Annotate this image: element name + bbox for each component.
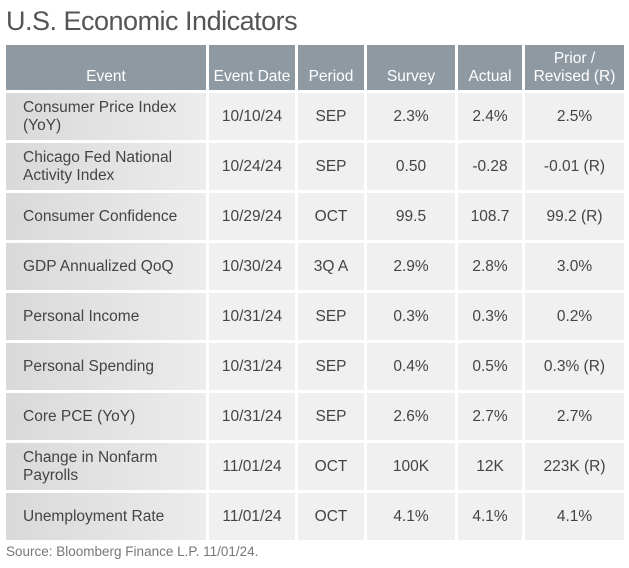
indicators-table: Event Event Date Period Survey Actual Prior /…: [6, 45, 624, 540]
cell-period: OCT: [298, 443, 364, 490]
cell-event: Consumer Confidence: [6, 193, 206, 240]
cell-event-date: 10/31/24: [209, 293, 295, 340]
cell-event: Unemployment Rate: [6, 493, 206, 540]
cell-prior-revised: -0.01 (R): [525, 143, 624, 190]
cell-survey: 4.1%: [367, 493, 455, 540]
cell-event: GDP Annualized QoQ: [6, 243, 206, 290]
page-title: U.S. Economic Indicators: [6, 6, 298, 36]
cell-prior-revised: 223K (R): [525, 443, 624, 490]
cell-survey: 0.3%: [367, 293, 455, 340]
cell-survey: 2.6%: [367, 393, 455, 440]
cell-actual: -0.28: [458, 143, 522, 190]
cell-actual: 0.5%: [458, 343, 522, 390]
cell-actual: 2.4%: [458, 93, 522, 140]
cell-survey: 100K: [367, 443, 455, 490]
cell-event-date: 10/29/24: [209, 193, 295, 240]
cell-prior-revised: 2.7%: [525, 393, 624, 440]
cell-period: SEP: [298, 93, 364, 140]
cell-event-date: 10/31/24: [209, 343, 295, 390]
cell-period: OCT: [298, 193, 364, 240]
cell-prior-revised: 99.2 (R): [525, 193, 624, 240]
header-prior-revised: Prior / Revised (R): [525, 45, 624, 90]
cell-event: Consumer Price Index (YoY): [6, 93, 206, 140]
cell-prior-revised: 0.2%: [525, 293, 624, 340]
header-survey: Survey: [367, 45, 455, 90]
cell-event-date: 11/01/24: [209, 443, 295, 490]
source-note: Source: Bloomberg Finance L.P. 11/01/24.: [6, 544, 259, 559]
cell-prior-revised: 0.3% (R): [525, 343, 624, 390]
cell-event-date: 10/31/24: [209, 393, 295, 440]
header-period: Period: [298, 45, 364, 90]
cell-event: Core PCE (YoY): [6, 393, 206, 440]
cell-prior-revised: 3.0%: [525, 243, 624, 290]
cell-actual: 2.7%: [458, 393, 522, 440]
cell-event-date: 10/30/24: [209, 243, 295, 290]
cell-actual: 108.7: [458, 193, 522, 240]
cell-period: SEP: [298, 143, 364, 190]
cell-period: SEP: [298, 293, 364, 340]
cell-event: Chicago Fed National Activity Index: [6, 143, 206, 190]
cell-survey: 0.4%: [367, 343, 455, 390]
cell-period: 3Q A: [298, 243, 364, 290]
cell-survey: 99.5: [367, 193, 455, 240]
header-event-date: Event Date: [209, 45, 295, 90]
cell-period: SEP: [298, 393, 364, 440]
cell-actual: 4.1%: [458, 493, 522, 540]
cell-event-date: 10/10/24: [209, 93, 295, 140]
cell-event-date: 10/24/24: [209, 143, 295, 190]
cell-survey: 2.9%: [367, 243, 455, 290]
cell-event: Personal Spending: [6, 343, 206, 390]
header-actual: Actual: [458, 45, 522, 90]
cell-period: OCT: [298, 493, 364, 540]
cell-period: SEP: [298, 343, 364, 390]
cell-actual: 2.8%: [458, 243, 522, 290]
cell-event-date: 11/01/24: [209, 493, 295, 540]
cell-survey: 2.3%: [367, 93, 455, 140]
cell-actual: 0.3%: [458, 293, 522, 340]
cell-event: Change in Nonfarm Payrolls: [6, 443, 206, 490]
cell-prior-revised: 4.1%: [525, 493, 624, 540]
cell-actual: 12K: [458, 443, 522, 490]
cell-survey: 0.50: [367, 143, 455, 190]
cell-event: Personal Income: [6, 293, 206, 340]
cell-prior-revised: 2.5%: [525, 93, 624, 140]
header-event: Event: [6, 45, 206, 90]
